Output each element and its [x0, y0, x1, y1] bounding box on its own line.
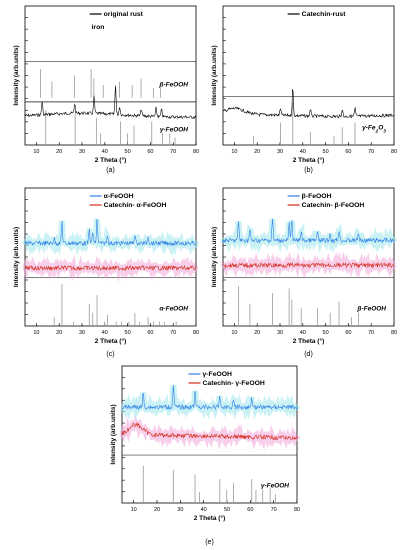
- x-tick-label: 70: [170, 330, 176, 336]
- x-tick-label: 60: [345, 149, 351, 155]
- reference-label: γ-FeOOH: [261, 483, 289, 490]
- legend-label: Catechin- γ-FeOOH: [203, 380, 265, 387]
- x-tick-label: 20: [56, 330, 62, 336]
- reference-label: β-FeOOH: [158, 82, 188, 89]
- y-axis-label: Intensity (arb.units): [110, 404, 117, 464]
- plot-frame: [24, 5, 197, 146]
- peak-annotation: iron: [92, 24, 105, 31]
- x-tick-label: 70: [368, 330, 374, 336]
- x-tick-label: 40: [300, 330, 306, 336]
- x-tick-label: 10: [131, 507, 137, 513]
- x-axis-label: 2 Theta (°): [95, 156, 127, 164]
- x-tick-label: 30: [177, 507, 183, 513]
- y-axis-label: Intensity (arb.units): [211, 227, 218, 287]
- x-tick-label: 40: [102, 149, 108, 155]
- x-tick-label: 50: [323, 149, 329, 155]
- legend-label: γ-FeOOH: [203, 371, 233, 378]
- x-tick-label: 80: [391, 330, 397, 336]
- x-tick-label: 20: [56, 149, 62, 155]
- series-line: [222, 218, 395, 244]
- series-line: [121, 422, 298, 441]
- x-tick-label: 80: [193, 149, 199, 155]
- x-tick-label: 30: [277, 330, 283, 336]
- x-tick-label: 60: [247, 507, 253, 513]
- x-axis-label: 2 Theta (°): [293, 337, 325, 345]
- x-tick-label: 50: [224, 507, 230, 513]
- panel-caption: (e): [205, 539, 214, 546]
- panel-c: 10 20 30 40 50 60 70 80 2 Theta (°) Intensity (ar…: [13, 187, 199, 358]
- x-tick-label: 10: [33, 330, 39, 336]
- x-tick-label: 60: [345, 330, 351, 336]
- x-tick-label: 40: [201, 507, 207, 513]
- series-line: [222, 261, 395, 269]
- y-axis-label: Intensity (arb.units): [13, 45, 20, 105]
- legend-label: Catechin-rust: [302, 11, 347, 18]
- legend-label: original rust: [104, 11, 144, 18]
- panel-d: 10 20 30 40 50 60 70 80 2 Theta (°) Intensity (ar…: [211, 187, 397, 358]
- x-tick-label: 80: [294, 507, 300, 513]
- x-tick-label: 20: [154, 507, 160, 513]
- panel-caption: (c): [106, 351, 114, 358]
- legend-label: β-FeOOH: [302, 193, 332, 200]
- panel-b: 10 20 30 40 50 60 70 80 2 Theta (°) Intensity (ar…: [211, 5, 397, 174]
- x-tick-label: 60: [147, 330, 153, 336]
- reference-label: α-FeOOH: [159, 306, 188, 313]
- x-tick-label: 40: [102, 330, 108, 336]
- x-tick-label: 10: [33, 149, 39, 155]
- x-tick-label: 80: [193, 330, 199, 336]
- x-axis-label: 2 Theta (°): [194, 514, 226, 522]
- x-tick-label: 70: [368, 149, 374, 155]
- x-tick-label: 30: [277, 149, 283, 155]
- reference-label: γ-Fe2O3: [362, 124, 386, 134]
- y-axis-label: Intensity (arb.units): [211, 45, 218, 105]
- reference-label: γ-FeOOH: [160, 126, 188, 133]
- x-tick-label: 50: [125, 330, 131, 336]
- x-tick-label: 20: [254, 330, 260, 336]
- x-axis-label: 2 Theta (°): [293, 156, 325, 164]
- x-tick-label: 70: [170, 149, 176, 155]
- legend-label: Catechin- α-FeOOH: [104, 202, 167, 209]
- x-tick-label: 50: [125, 149, 131, 155]
- series-line: [121, 385, 298, 411]
- x-tick-label: 10: [231, 330, 237, 336]
- x-tick-label: 60: [147, 149, 153, 155]
- series-line: [24, 219, 197, 247]
- panel-e: 10 20 30 40 50 60 70 80 2 Theta (°) Intensity (ar…: [110, 365, 300, 546]
- panel-a: 10 20 30 40 50 60 70 80 2 Theta (°) Intensity (ar…: [13, 5, 199, 174]
- reference-label: β-FeOOH: [356, 306, 386, 313]
- series-halo: [119, 384, 300, 421]
- panel-caption: (a): [106, 167, 115, 174]
- legend-label: α-FeOOH: [104, 193, 134, 200]
- series-line: [222, 89, 395, 119]
- x-tick-label: 30: [79, 330, 85, 336]
- legend-label: Catechin- β-FeOOH: [302, 202, 365, 209]
- series-halo: [22, 218, 199, 258]
- x-axis-label: 2 Theta (°): [95, 337, 127, 345]
- x-tick-label: 50: [323, 330, 329, 336]
- x-tick-label: 20: [254, 149, 260, 155]
- panel-caption: (b): [304, 167, 313, 174]
- panel-caption: (d): [304, 351, 313, 358]
- x-tick-label: 30: [79, 149, 85, 155]
- x-tick-label: 70: [271, 507, 277, 513]
- x-tick-label: 80: [391, 149, 397, 155]
- series-line: [24, 264, 197, 272]
- series-line: [24, 85, 197, 120]
- x-tick-label: 10: [231, 149, 237, 155]
- y-axis-label: Intensity (arb.units): [13, 227, 20, 287]
- x-tick-label: 40: [300, 149, 306, 155]
